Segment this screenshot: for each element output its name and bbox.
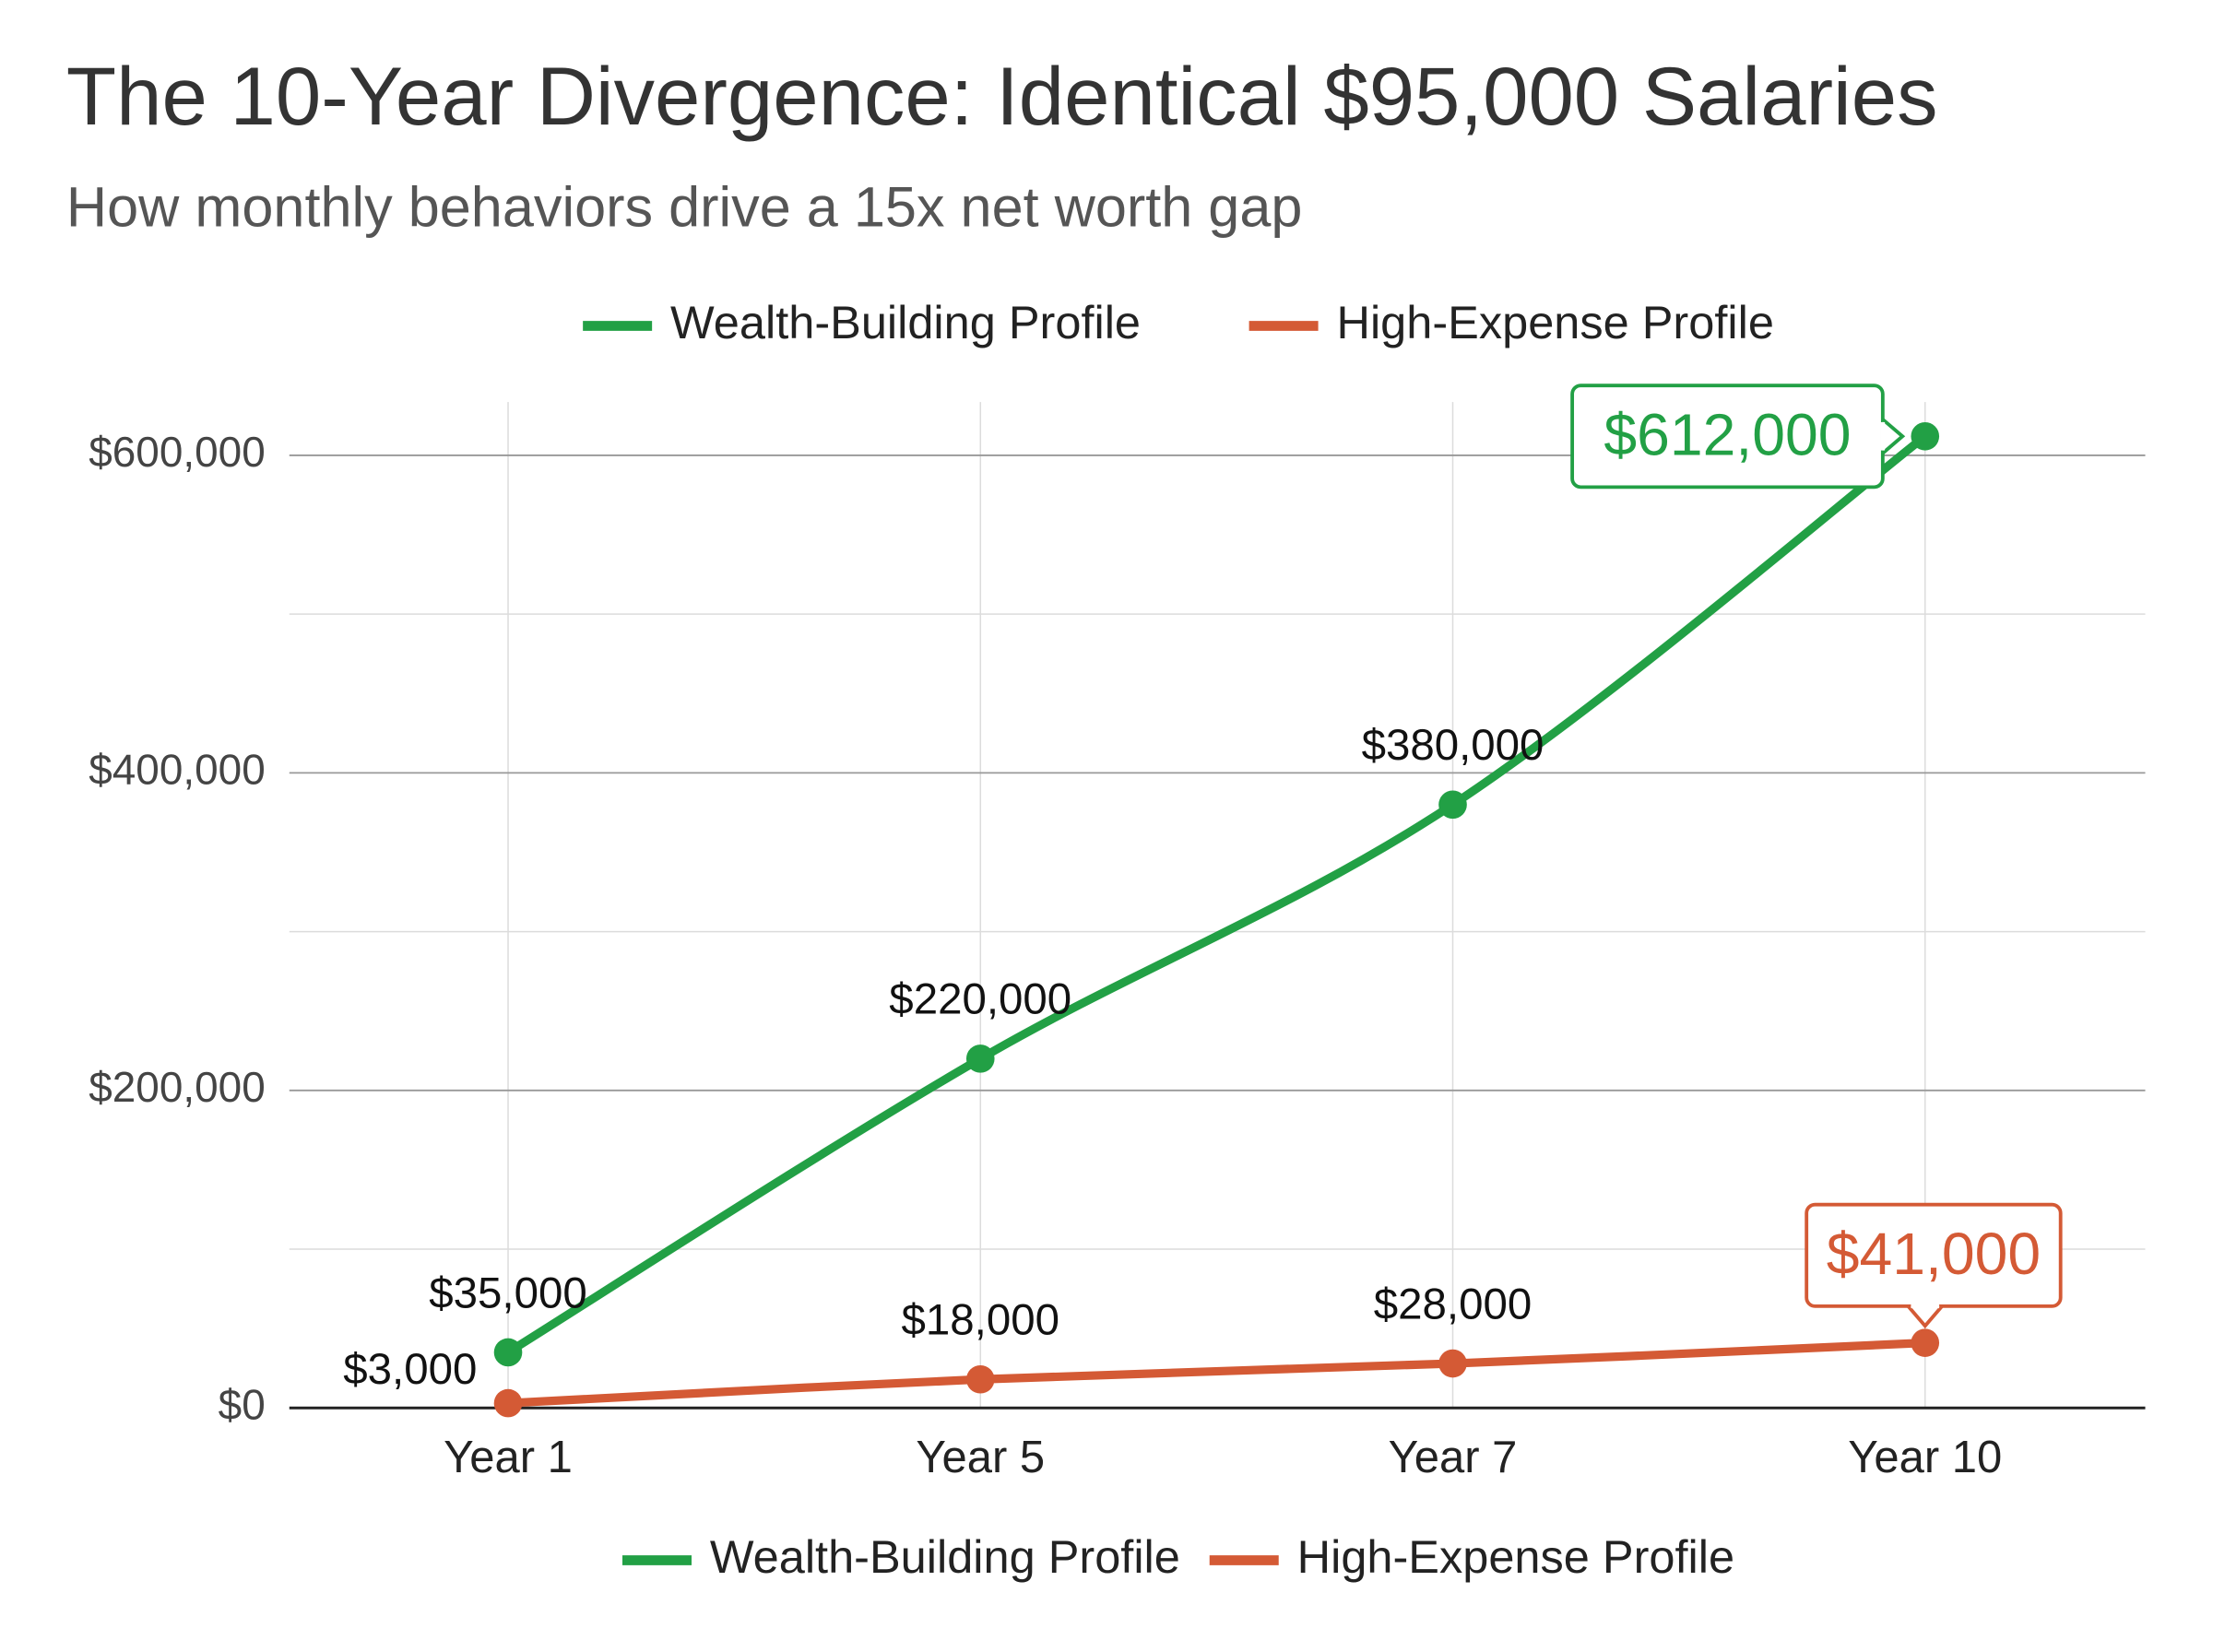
legend-label: High-Expense Profile [1297, 1530, 1734, 1583]
y-tick-label: $0 [219, 1380, 266, 1428]
y-tick-label: $200,000 [89, 1063, 266, 1111]
callout-pointer [1906, 1304, 1944, 1329]
value-label: $18,000 [902, 1296, 1060, 1345]
data-point [1438, 1349, 1467, 1378]
value-label: $35,000 [429, 1268, 587, 1317]
data-point [1438, 790, 1467, 820]
callout-pointer [1881, 418, 1906, 455]
data-point [493, 1338, 523, 1367]
y-tick-label: $400,000 [89, 745, 266, 793]
x-tick-label: Year 1 [444, 1433, 573, 1482]
callout-label: $612,000 [1604, 401, 1851, 467]
data-point [493, 1388, 523, 1418]
x-tick-label: Year 10 [1848, 1433, 2002, 1482]
series-line [507, 1339, 1925, 1408]
chart-subtitle: How monthly behaviors drive a 15x net wo… [66, 176, 1303, 239]
chart-title: The 10-Year Divergence: Identical $95,00… [66, 51, 1938, 142]
y-tick-label: $600,000 [89, 428, 266, 476]
data-point [1911, 421, 1940, 451]
data-point [965, 1044, 995, 1073]
data-point [1911, 1328, 1940, 1357]
x-tick-label: Year 5 [916, 1433, 1045, 1482]
value-label: $3,000 [343, 1345, 477, 1394]
x-tick-label: Year 7 [1389, 1433, 1518, 1482]
series-line [505, 432, 1928, 1356]
legend-label: High-Expense Profile [1336, 296, 1773, 348]
callout-label: $41,000 [1827, 1221, 2041, 1287]
data-point [965, 1364, 995, 1394]
value-label: $28,000 [1374, 1280, 1533, 1328]
legend-label: Wealth-Building Profile [710, 1530, 1180, 1583]
legend-label: Wealth-Building Profile [670, 296, 1141, 348]
value-label: $380,000 [1362, 721, 1544, 770]
value-label: $220,000 [889, 975, 1071, 1024]
